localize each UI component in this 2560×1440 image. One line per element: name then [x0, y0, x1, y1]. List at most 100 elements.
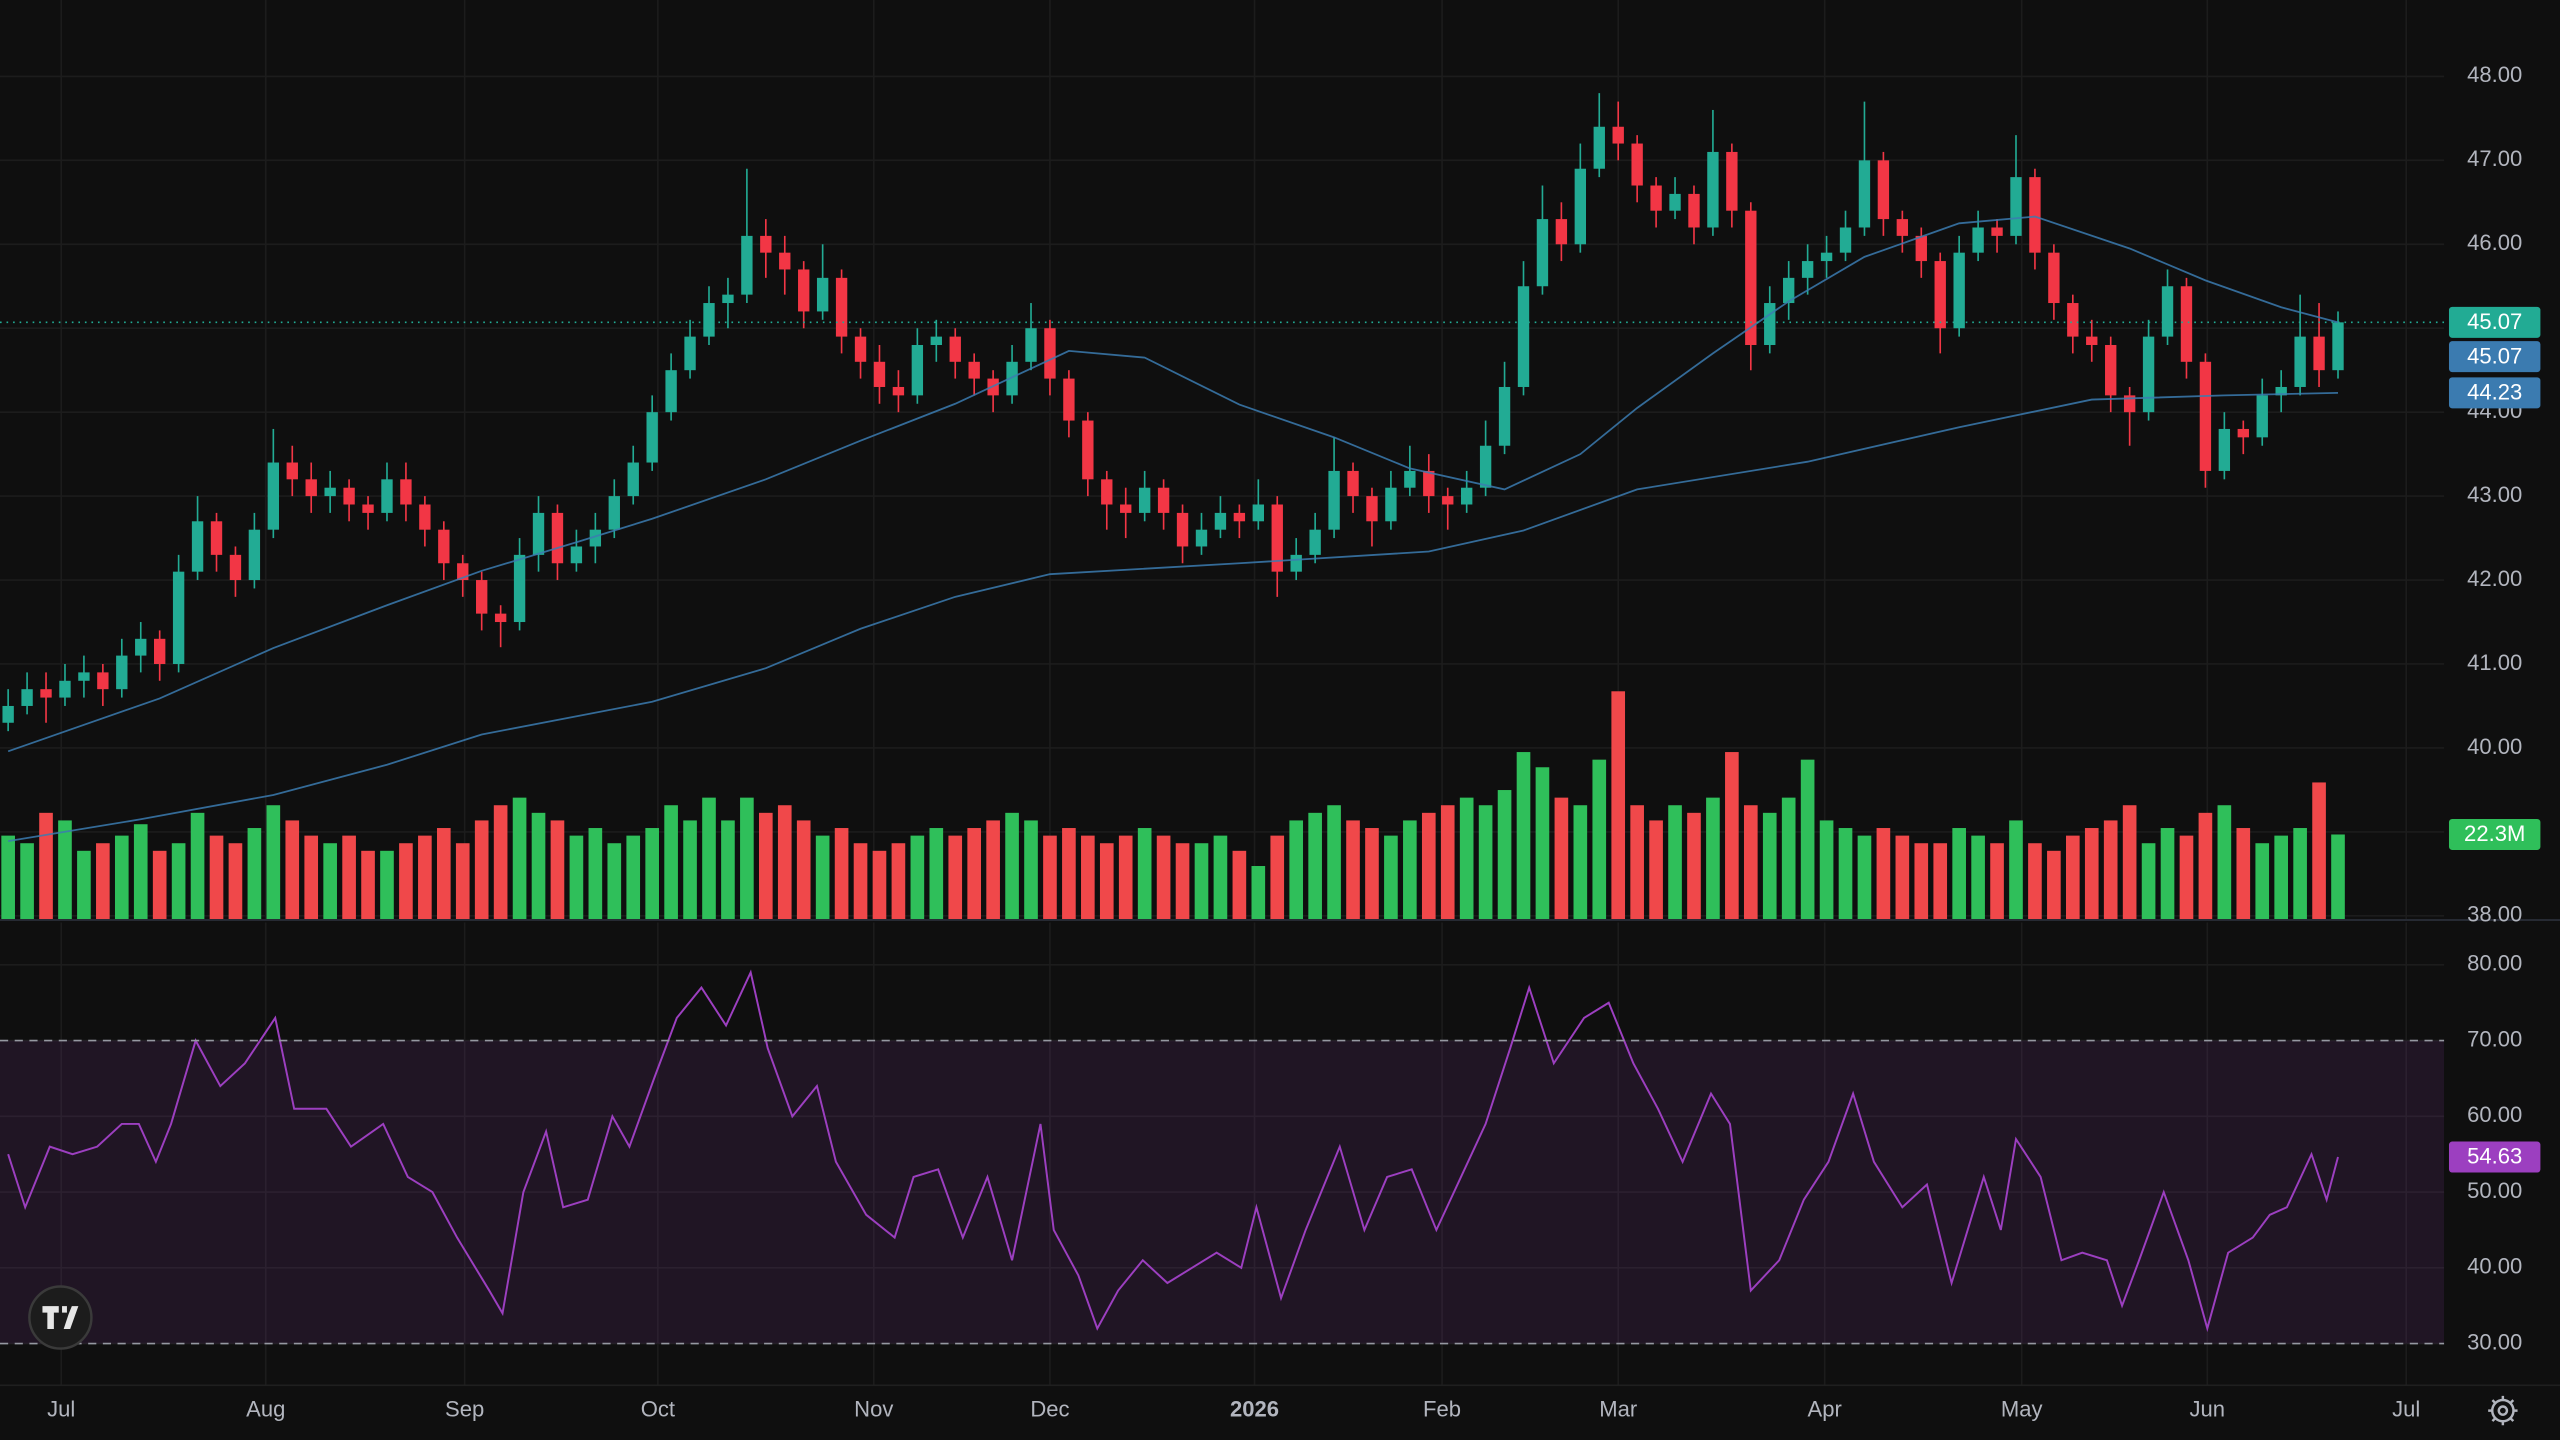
candle-body — [665, 370, 677, 413]
y-tick-label: 40.00 — [2467, 734, 2522, 759]
candle-body — [1176, 512, 1189, 547]
volume-bar — [455, 843, 470, 920]
rsi-pane — [0, 969, 2445, 1344]
volume-bar — [1440, 805, 1455, 920]
volume-bar — [588, 828, 603, 920]
y-tick-label: 47.00 — [2467, 146, 2522, 171]
volume-bar — [1706, 797, 1720, 920]
candle-body — [2161, 286, 2174, 337]
x-tick-label: Nov — [854, 1396, 893, 1421]
volume-bar — [1516, 752, 1531, 920]
x-tick-label: Dec — [1030, 1396, 1069, 1421]
x-tick-label: Jun — [2190, 1396, 2226, 1421]
candle-body — [267, 462, 280, 530]
candle-body — [1025, 328, 1037, 362]
price-tag: 45.07 — [2467, 343, 2522, 368]
candle-body — [1745, 210, 1757, 346]
volume-bar — [1421, 812, 1436, 920]
volume-bar — [1232, 850, 1247, 920]
candle-body — [1195, 529, 1208, 547]
volume-bar — [1914, 843, 1929, 920]
volume-bar — [1270, 835, 1285, 920]
volume-bar — [1478, 805, 1493, 920]
candle-body — [513, 554, 526, 623]
candle-body — [798, 269, 810, 312]
volume-bar — [96, 843, 110, 920]
candle-body — [911, 345, 924, 396]
candle-body — [2029, 177, 2041, 253]
x-tick-label: 2026 — [1230, 1396, 1279, 1421]
volume-bar — [2312, 782, 2326, 920]
candle-body — [2256, 395, 2268, 438]
candle-body — [1783, 277, 1795, 304]
volume-bar — [777, 805, 792, 920]
x-tick-label: Jul — [47, 1396, 75, 1421]
candle-body — [2048, 252, 2060, 304]
candle-body — [2123, 395, 2136, 413]
volume-bar — [910, 835, 925, 920]
volume-bar — [512, 797, 527, 920]
x-tick-label: Apr — [1808, 1396, 1842, 1421]
volume-bar — [436, 828, 451, 920]
candle-body — [1460, 487, 1473, 505]
volume-bar — [1838, 828, 1853, 920]
candle-body — [2199, 361, 2212, 471]
candle-body — [2237, 428, 2249, 438]
x-tick-label: Oct — [641, 1396, 675, 1421]
volume-bar — [2122, 805, 2137, 920]
candle-body — [1517, 286, 1530, 387]
volume-bar — [1819, 820, 1834, 920]
volume-bar — [1800, 759, 1815, 920]
candle-body — [1347, 470, 1359, 497]
volume-bar — [834, 828, 849, 920]
price-pane — [0, 93, 2445, 842]
volume-bar — [2255, 843, 2270, 920]
volume-bar — [418, 835, 432, 920]
candle-body — [1820, 252, 1833, 262]
rsi-tick-label: 40.00 — [2467, 1254, 2522, 1279]
settings-button[interactable] — [2488, 1395, 2518, 1426]
volume-bar — [1573, 805, 1588, 920]
volume-bar — [1251, 866, 1266, 920]
volume-bar — [1156, 835, 1171, 920]
candle-body — [153, 638, 166, 664]
x-tick-label: Aug — [246, 1396, 285, 1421]
candle-body — [2313, 336, 2325, 371]
moving-average-line — [8, 391, 2339, 842]
x-tick-label: Feb — [1423, 1396, 1461, 1421]
volume-bar — [1081, 835, 1095, 920]
volume-bar — [474, 820, 489, 920]
candle-body — [1915, 235, 1927, 262]
y-tick-label: 48.00 — [2467, 62, 2522, 87]
volume-bar — [1005, 812, 1019, 920]
volume-bar — [1403, 820, 1417, 920]
candle-body — [1366, 496, 1378, 522]
candle-body — [40, 689, 52, 698]
volume-bar — [266, 805, 281, 920]
price-tag-bg — [2448, 341, 2541, 373]
volume-bar — [1554, 797, 1569, 920]
candle-body — [1707, 151, 1719, 228]
candle-body — [1498, 386, 1511, 446]
volume-bar — [1857, 835, 1872, 920]
candle-body — [835, 277, 848, 337]
candle-body — [1044, 328, 1056, 379]
candle-body — [248, 529, 261, 581]
volume-bar — [2293, 828, 2307, 920]
volume-bar — [550, 820, 565, 920]
volume-bar — [1630, 805, 1644, 920]
volume-bar — [1194, 843, 1209, 920]
candle-body — [1309, 529, 1321, 555]
volume-bar — [77, 850, 91, 920]
candle-body — [532, 512, 545, 555]
volume-bar — [986, 820, 1000, 920]
price-tag-bg — [2448, 1141, 2541, 1173]
candle-body — [1669, 193, 1681, 211]
tradingview-logo[interactable] — [28, 1285, 93, 1350]
y-tick-label: 38.00 — [2467, 902, 2522, 927]
volume-bar — [702, 797, 716, 920]
candle-body — [305, 479, 317, 497]
candle-body — [2142, 336, 2155, 413]
